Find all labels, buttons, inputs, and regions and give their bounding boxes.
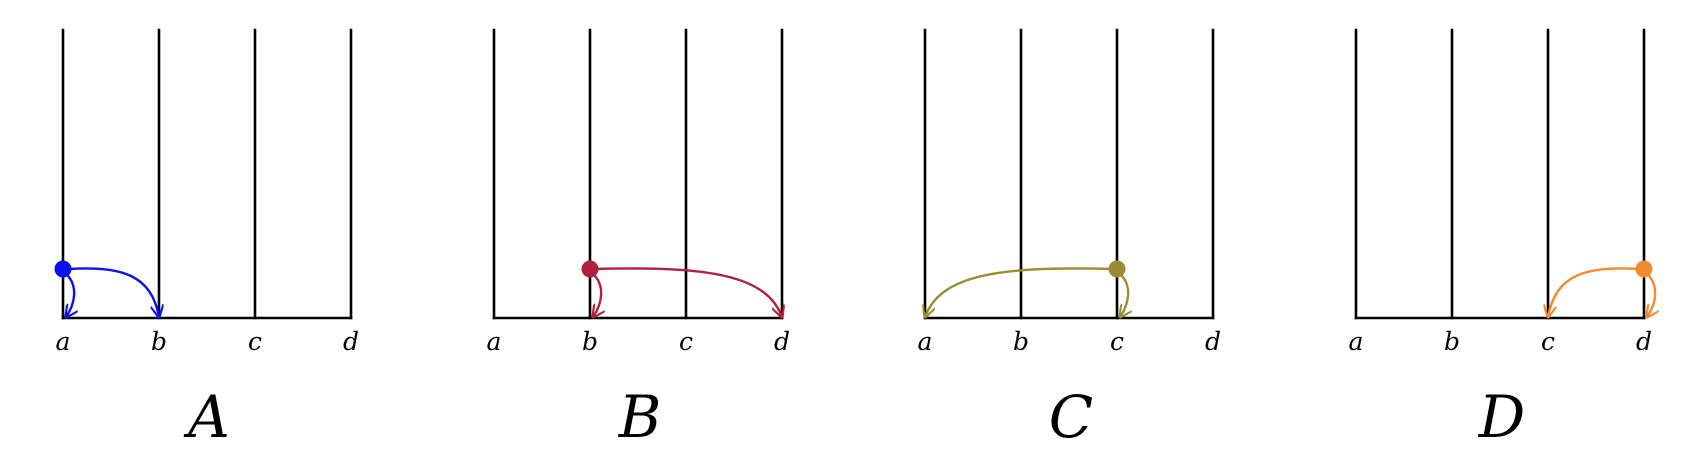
position-dot	[1108, 260, 1126, 278]
label-b: b	[151, 327, 167, 356]
position-dot	[1635, 260, 1653, 278]
label-c: c	[1541, 327, 1555, 356]
panel-title: A	[183, 383, 230, 451]
label-d: d	[1205, 327, 1221, 356]
panel-b: a b c d B	[487, 28, 790, 451]
label-d: d	[774, 327, 790, 356]
label-c: c	[1110, 327, 1124, 356]
panel-title: B	[618, 383, 662, 451]
label-a: a	[487, 327, 502, 356]
position-dot	[54, 260, 72, 278]
arrow-c-to-c	[1119, 272, 1128, 317]
arrow-d-to-c	[1548, 267, 1639, 317]
panel-title: D	[1478, 383, 1526, 451]
label-c: c	[679, 327, 693, 356]
label-d: d	[343, 327, 359, 356]
panel-a: a b c d A	[54, 28, 359, 451]
arrow-d-to-d	[1646, 272, 1655, 317]
panel-c: a b c d C	[918, 28, 1221, 451]
arrow-b-to-b	[592, 272, 601, 317]
label-a: a	[918, 327, 933, 356]
label-a: a	[1349, 327, 1364, 356]
label-b: b	[1444, 327, 1460, 356]
panel-title: C	[1049, 383, 1093, 451]
panel-d: a b c d D	[1349, 28, 1656, 451]
arrow-a-to-b	[68, 267, 159, 317]
arrow-c-to-a	[925, 267, 1112, 317]
label-b: b	[582, 327, 598, 356]
position-dot	[581, 260, 599, 278]
label-a: a	[56, 327, 71, 356]
label-c: c	[248, 327, 262, 356]
label-b: b	[1013, 327, 1029, 356]
arrow-a-to-a	[65, 272, 74, 317]
label-d: d	[1636, 327, 1652, 356]
arrow-b-to-d	[595, 267, 782, 317]
